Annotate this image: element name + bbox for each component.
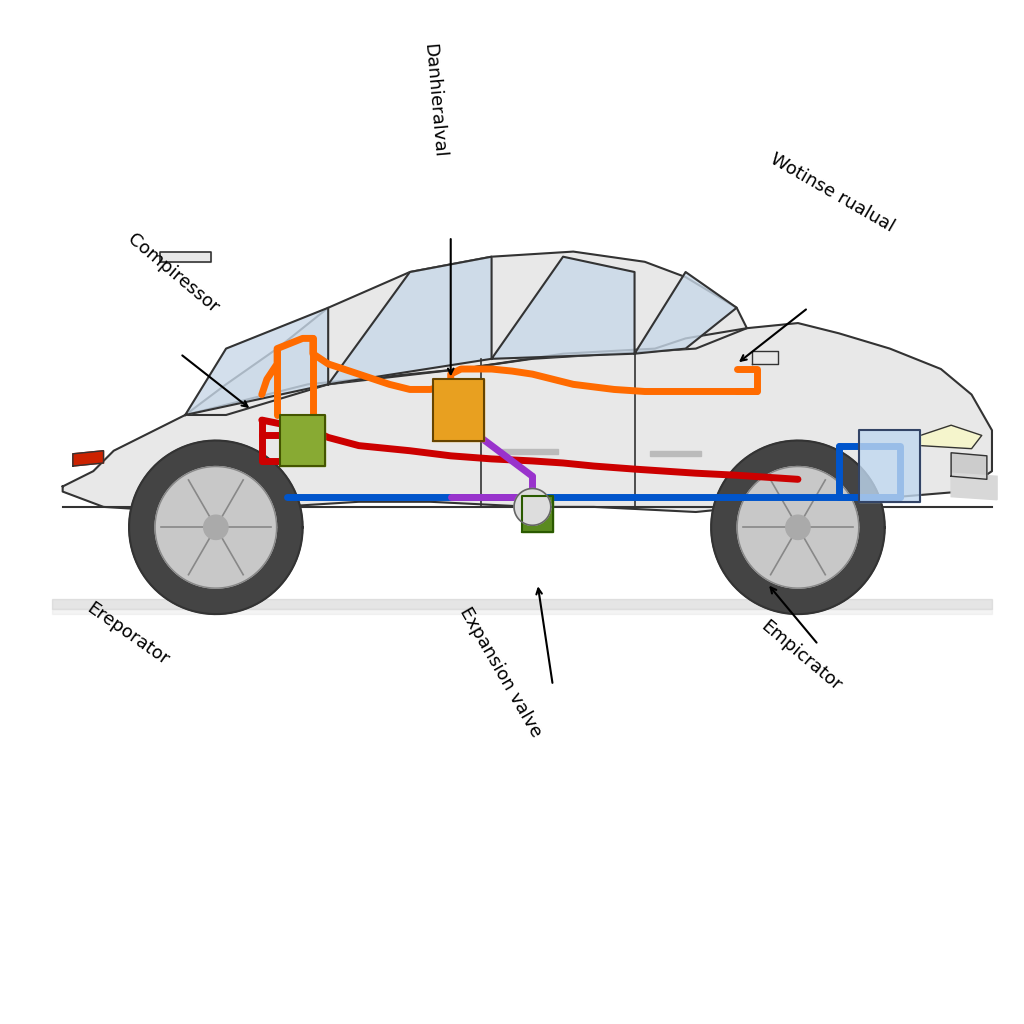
Polygon shape — [514, 488, 551, 525]
Polygon shape — [160, 252, 211, 262]
Polygon shape — [328, 257, 492, 384]
Polygon shape — [859, 430, 921, 502]
Polygon shape — [951, 473, 997, 500]
Polygon shape — [73, 451, 103, 466]
Polygon shape — [752, 350, 777, 364]
Polygon shape — [712, 440, 885, 614]
Polygon shape — [650, 451, 700, 456]
Polygon shape — [129, 440, 303, 614]
Polygon shape — [635, 272, 736, 353]
Polygon shape — [951, 453, 987, 479]
Text: Danhieralval: Danhieralval — [420, 43, 449, 159]
Polygon shape — [204, 515, 228, 540]
Polygon shape — [155, 467, 276, 588]
Polygon shape — [433, 379, 484, 440]
Text: Empicrator: Empicrator — [757, 617, 845, 694]
Polygon shape — [492, 257, 635, 358]
Polygon shape — [502, 449, 558, 454]
Polygon shape — [185, 308, 328, 415]
Polygon shape — [281, 415, 325, 466]
Text: Expansion valve: Expansion valve — [456, 604, 545, 740]
Polygon shape — [522, 496, 553, 532]
Text: Compiressor: Compiressor — [124, 230, 222, 316]
Polygon shape — [62, 324, 992, 512]
Text: Wotinse rualual: Wotinse rualual — [767, 150, 898, 236]
Polygon shape — [52, 609, 992, 614]
Polygon shape — [921, 425, 982, 449]
Polygon shape — [52, 599, 992, 609]
Polygon shape — [185, 252, 746, 415]
Polygon shape — [785, 515, 810, 540]
Text: Ereporator: Ereporator — [83, 599, 172, 669]
Polygon shape — [737, 467, 859, 588]
